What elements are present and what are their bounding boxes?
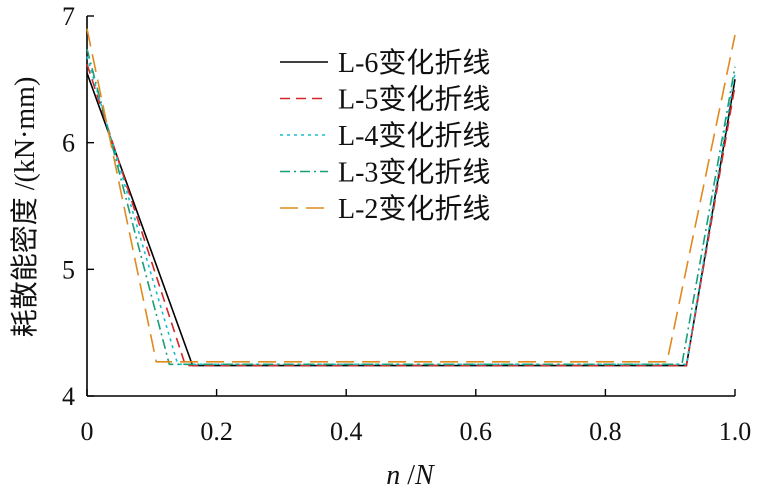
series-group: [86, 28, 736, 367]
x-ticks: 0 0.2 0.4 0.6 0.8 1.0: [81, 389, 752, 446]
y-tick-label: 6: [62, 129, 75, 158]
legend-label: L-6变化折线: [338, 47, 490, 79]
x-tick-label: 0: [81, 417, 94, 446]
series-line-2: [86, 63, 736, 367]
y-ticks: 4 5 6 7: [62, 2, 94, 411]
legend-label: L-2变化折线: [338, 193, 490, 225]
x-axis-title: n /N: [386, 460, 435, 491]
y-tick-label: 4: [62, 382, 75, 411]
y-axis-title: 耗散能密度 /(kN·mm): [9, 77, 41, 338]
legend: L-6变化折线 L-5变化折线 L-4变化折线 L-3变化折线 L-2变化折线: [280, 47, 490, 225]
x-axis-title-N: N: [414, 460, 435, 491]
x-tick-label: 0.6: [460, 417, 493, 446]
series-line-5: [86, 28, 736, 363]
x-tick-label: 0.4: [330, 417, 363, 446]
legend-label: L-5变化折线: [338, 84, 490, 116]
x-axis-title-n: n: [386, 460, 400, 491]
series-line-4: [86, 48, 736, 366]
legend-label: L-3变化折线: [338, 157, 490, 189]
x-tick-label: 1.0: [719, 417, 752, 446]
y-tick-label: 5: [62, 255, 75, 284]
x-axis-title-sep: /: [400, 460, 415, 491]
legend-label: L-4变化折线: [338, 120, 490, 152]
x-tick-label: 0.8: [589, 417, 622, 446]
plot-area: 0 0.2 0.4 0.6 0.8 1.0 4 5 6 7: [62, 2, 751, 446]
y-tick-label: 7: [62, 2, 75, 31]
x-tick-label: 0.2: [200, 417, 233, 446]
